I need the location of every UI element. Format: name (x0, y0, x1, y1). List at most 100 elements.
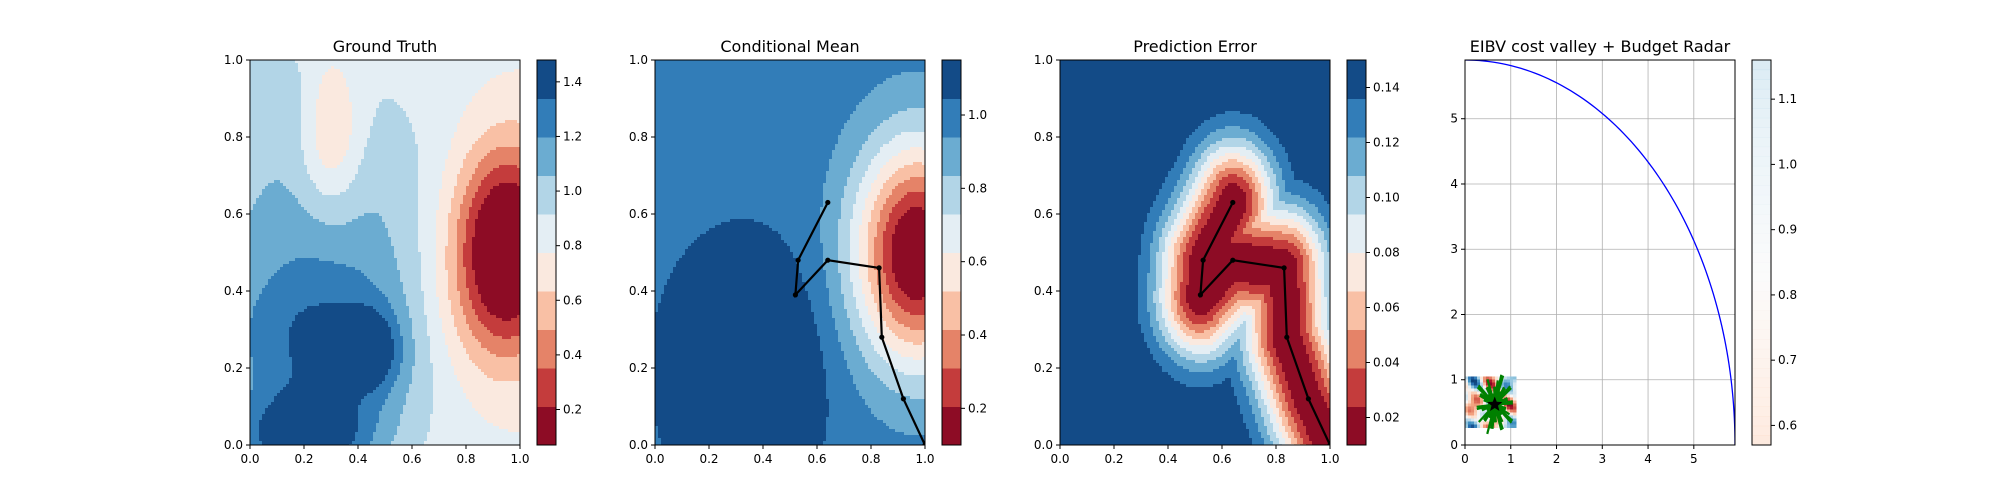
heatmap-cell (310, 108, 314, 112)
heatmap-cell (433, 78, 437, 82)
heatmap-cell (289, 60, 293, 64)
heatmap-cell (325, 132, 329, 136)
heatmap-cell (322, 60, 326, 64)
heatmap-cell (259, 63, 263, 67)
heatmap-cell (364, 114, 368, 118)
heatmap-cell (382, 117, 386, 121)
heatmap-cell (376, 90, 380, 94)
heatmap-cell (325, 63, 329, 67)
heatmap-cell (481, 81, 485, 85)
heatmap-cell (286, 108, 290, 112)
heatmap-cell (445, 120, 449, 124)
heatmap-cell (289, 105, 293, 109)
heatmap-cell (280, 60, 284, 64)
heatmap-cell (505, 99, 509, 103)
heatmap-cell (460, 60, 464, 64)
heatmap-cell (457, 117, 461, 121)
heatmap-cell (352, 132, 356, 136)
heatmap-cell (460, 90, 464, 94)
heatmap-cell (307, 105, 311, 109)
heatmap-cell (307, 81, 311, 85)
heatmap-cell (478, 78, 482, 82)
heatmap-cell (319, 117, 323, 121)
heatmap-cell (307, 90, 311, 94)
heatmap-cell (364, 117, 368, 121)
heatmap-cell (412, 69, 416, 73)
heatmap-cell (340, 75, 344, 79)
heatmap-cell (424, 114, 428, 118)
heatmap-cell (352, 99, 356, 103)
heatmap-cell (460, 126, 464, 130)
heatmap-cell (508, 66, 512, 70)
heatmap-cell (421, 69, 425, 73)
heatmap-cell (469, 114, 473, 118)
heatmap-cell (445, 60, 449, 64)
heatmap-cell (373, 117, 377, 121)
heatmap-cell (352, 72, 356, 76)
heatmap-cell (442, 90, 446, 94)
heatmap-cell (277, 105, 281, 109)
heatmap-cell (409, 60, 413, 64)
heatmap-cell (403, 93, 407, 97)
heatmap-cell (424, 108, 428, 112)
heatmap-cell (346, 132, 350, 136)
heatmap-cell (397, 129, 401, 133)
heatmap-cell (466, 72, 470, 76)
heatmap-cell (304, 99, 308, 103)
heatmap-cell (346, 87, 350, 91)
heatmap-cell (460, 120, 464, 124)
heatmap-cell (361, 69, 365, 73)
heatmap-cell (457, 84, 461, 88)
heatmap-cell (412, 99, 416, 103)
heatmap-cell (511, 60, 515, 64)
heatmap-cell (334, 117, 338, 121)
heatmap-cell (481, 105, 485, 109)
heatmap-cell (370, 114, 374, 118)
heatmap-cell (343, 108, 347, 112)
heatmap-cell (304, 90, 308, 94)
heatmap-cell (274, 105, 278, 109)
heatmap-cell (295, 87, 299, 91)
heatmap-cell (322, 120, 326, 124)
heatmap-cell (469, 129, 473, 133)
heatmap-cell (286, 87, 290, 91)
heatmap-cell (394, 60, 398, 64)
heatmap-cell (292, 102, 296, 106)
heatmap-cell (499, 126, 503, 130)
heatmap-cell (292, 132, 296, 136)
heatmap-cell (481, 114, 485, 118)
heatmap-cell (352, 96, 356, 100)
heatmap-cell (445, 87, 449, 91)
heatmap-cell (337, 114, 341, 118)
heatmap-cell (412, 60, 416, 64)
heatmap-cell (271, 102, 275, 106)
heatmap-cell (514, 69, 518, 73)
heatmap-cell (301, 87, 305, 91)
heatmap-cell (307, 93, 311, 97)
heatmap-cell (487, 87, 491, 91)
heatmap-cell (331, 81, 335, 85)
heatmap-cell (433, 132, 437, 136)
heatmap-cell (334, 102, 338, 106)
heatmap-cell (409, 78, 413, 82)
heatmap-cell (445, 78, 449, 82)
heatmap-cell (250, 93, 254, 97)
heatmap-cell (304, 81, 308, 85)
heatmap-cell (289, 99, 293, 103)
heatmap-cell (265, 126, 269, 130)
heatmap-cell (499, 90, 503, 94)
heatmap-cell (430, 78, 434, 82)
heatmap-cell (286, 63, 290, 67)
heatmap-cell (460, 99, 464, 103)
heatmap-cell (439, 123, 443, 127)
heatmap-cell (334, 69, 338, 73)
heatmap-cell (397, 132, 401, 136)
heatmap-cell (313, 102, 317, 106)
heatmap-cell (274, 111, 278, 115)
heatmap-cell (283, 126, 287, 130)
heatmap-cell (430, 84, 434, 88)
heatmap-cell (514, 72, 518, 76)
heatmap-cell (448, 75, 452, 79)
heatmap-cell (388, 63, 392, 67)
